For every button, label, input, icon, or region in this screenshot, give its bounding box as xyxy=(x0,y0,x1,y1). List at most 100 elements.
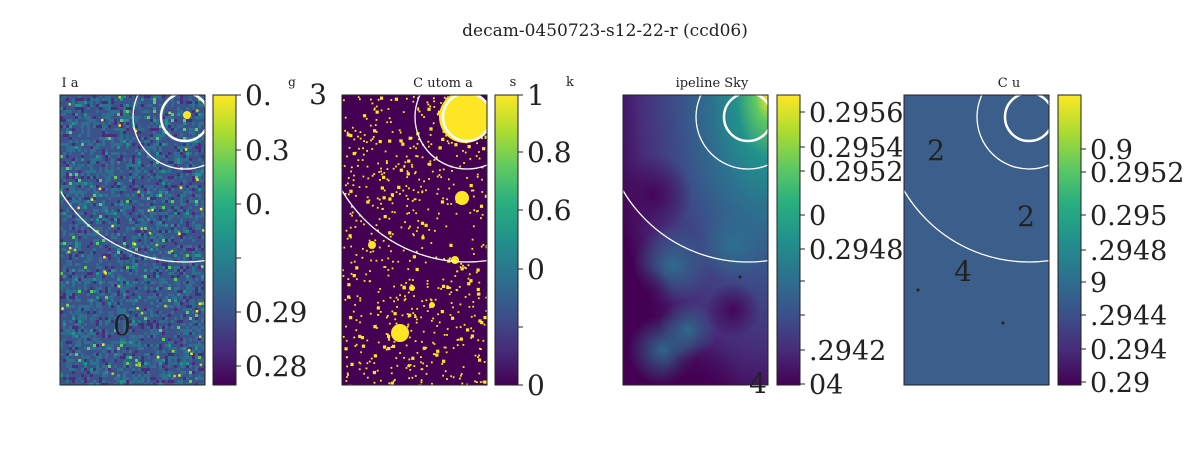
mask-pixel xyxy=(389,296,392,299)
mask-pixel xyxy=(395,165,397,168)
mask-pixel xyxy=(370,232,373,235)
mask-pixel xyxy=(423,116,425,118)
mask-pixel xyxy=(425,299,428,302)
mask-pixel xyxy=(358,334,362,339)
mask-pixel xyxy=(421,190,424,193)
mask-pixel xyxy=(436,349,440,353)
mask-pixel xyxy=(412,255,416,259)
mask-pixel xyxy=(396,306,398,308)
image-smooth-sky-model xyxy=(623,95,768,385)
mask-pixel xyxy=(369,270,371,272)
mask-pixel xyxy=(404,298,407,300)
mask-pixel xyxy=(346,237,349,240)
mask-pixel xyxy=(382,196,386,200)
mask-pixel xyxy=(395,155,398,158)
mask-pixel xyxy=(355,343,358,346)
mask-pixel xyxy=(366,339,369,342)
mask-pixel xyxy=(452,347,455,350)
mask-pixel xyxy=(348,146,351,149)
panel-1: I a 0. 0.3 0. 0.29 0.28 0 g xyxy=(59,75,307,386)
mask-pixel xyxy=(350,205,353,208)
mask-pixel xyxy=(375,119,378,121)
star-point xyxy=(61,307,64,310)
mask-pixel xyxy=(359,137,362,140)
star-point xyxy=(148,232,152,235)
mask-pixel xyxy=(405,281,408,284)
mask-pixel xyxy=(355,254,358,256)
mask-pixel xyxy=(368,360,371,363)
mask-pixel xyxy=(366,376,369,379)
marker-dot xyxy=(1001,321,1005,325)
mask-pixel xyxy=(397,163,400,166)
mask-pixel xyxy=(420,379,423,382)
mask-pixel xyxy=(362,114,367,118)
colorbar-tick-label: 0 xyxy=(809,201,826,232)
star-point xyxy=(156,355,160,359)
mask-pixel xyxy=(420,356,422,359)
mask-pixel xyxy=(439,169,441,172)
mask-pixel xyxy=(470,327,473,330)
mask-pixel xyxy=(370,139,372,142)
mask-pixel xyxy=(407,365,410,367)
star-point xyxy=(111,372,114,375)
mask-pixel xyxy=(359,131,362,134)
mask-pixel xyxy=(472,305,475,308)
mask-pixel xyxy=(415,267,419,272)
mask-pixel xyxy=(363,223,365,226)
mask-pixel xyxy=(386,334,391,339)
mask-pixel xyxy=(478,319,482,323)
mask-pixel xyxy=(354,226,357,228)
mask-pixel xyxy=(431,170,434,173)
mask-pixel xyxy=(446,328,449,330)
mask-pixel xyxy=(343,99,345,102)
mask-pixel xyxy=(478,281,481,284)
mask-pixel xyxy=(346,365,349,368)
mask-pixel xyxy=(373,362,376,364)
colorbar-tick-label: 0 xyxy=(527,253,545,286)
mask-pixel xyxy=(365,141,368,144)
mask-pixel xyxy=(435,353,439,357)
colorbar-tick-label: 0.2952 xyxy=(1090,158,1184,189)
mask-pixel xyxy=(346,131,349,134)
mask-pixel xyxy=(430,242,433,244)
mask-pixel xyxy=(375,142,378,145)
mask-pixel xyxy=(456,270,459,273)
mask-pixel xyxy=(350,362,354,367)
mask-pixel xyxy=(375,105,378,108)
mask-pixel xyxy=(365,117,368,120)
mask-pixel xyxy=(396,364,399,367)
mask-pixel xyxy=(418,199,421,202)
mask-pixel xyxy=(417,138,420,141)
mask-pixel xyxy=(399,131,402,134)
mask-pixel xyxy=(484,194,487,198)
mask-pixel xyxy=(376,369,379,372)
mask-pixel xyxy=(460,267,464,271)
star-point xyxy=(147,209,151,212)
mask-pixel xyxy=(353,174,355,177)
mask-pixel xyxy=(408,187,410,190)
overlay-circle xyxy=(1003,95,1049,143)
star-point xyxy=(173,374,176,378)
mask-pixel xyxy=(442,131,445,133)
mask-pixel xyxy=(446,378,448,380)
colorbar-tick-label: 0.9 xyxy=(1090,135,1133,166)
stray-label: 3 xyxy=(309,78,327,111)
mask-background xyxy=(342,95,487,385)
mask-pixel xyxy=(459,266,462,269)
mask-pixel xyxy=(360,335,365,340)
mask-pixel xyxy=(472,301,475,303)
mask-pixel xyxy=(377,98,380,101)
mask-pixel xyxy=(353,336,356,339)
mask-pixel xyxy=(408,259,411,262)
mask-pixel xyxy=(482,147,486,151)
mask-pixel xyxy=(395,296,398,299)
mask-pixel xyxy=(418,178,421,181)
mask-pixel xyxy=(425,189,427,192)
star-point xyxy=(136,306,139,310)
mask-pixel xyxy=(362,153,365,156)
mask-pixel xyxy=(354,304,356,306)
mask-pixel xyxy=(440,288,443,290)
mask-pixel xyxy=(394,379,396,381)
mask-pixel xyxy=(475,271,478,274)
